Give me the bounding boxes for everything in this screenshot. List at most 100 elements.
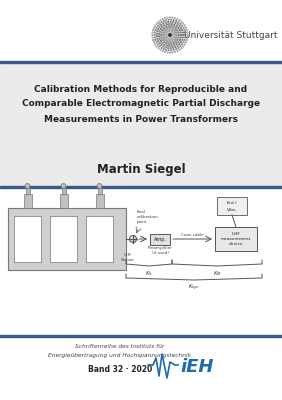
Circle shape: [171, 38, 173, 40]
Circle shape: [178, 32, 179, 33]
Text: $K_{sys}$: $K_{sys}$: [188, 283, 200, 293]
Circle shape: [163, 37, 164, 38]
Circle shape: [180, 37, 181, 38]
Text: $E_{cal}$ /
Vlbs.: $E_{cal}$ / Vlbs.: [226, 200, 238, 212]
Circle shape: [177, 30, 178, 31]
Circle shape: [175, 28, 176, 29]
Circle shape: [177, 39, 178, 40]
Bar: [0, 335, 282, 337]
Bar: [25, 188, 30, 194]
Circle shape: [175, 32, 177, 33]
Text: $K_M$: $K_M$: [213, 269, 221, 278]
Circle shape: [162, 26, 163, 28]
Circle shape: [172, 28, 173, 30]
Circle shape: [167, 40, 168, 42]
Text: Coax cable: Coax cable: [181, 233, 204, 237]
Text: Measurements in Power Transformers: Measurements in Power Transformers: [44, 114, 238, 124]
Circle shape: [171, 34, 173, 36]
Text: final
calibration
point: final calibration point: [137, 210, 159, 224]
Circle shape: [25, 184, 30, 188]
Circle shape: [159, 38, 160, 39]
Circle shape: [165, 33, 166, 34]
Circle shape: [159, 26, 160, 27]
Circle shape: [177, 45, 178, 46]
Circle shape: [163, 23, 164, 24]
Circle shape: [180, 34, 181, 36]
Circle shape: [180, 32, 181, 33]
Bar: [23, 194, 32, 208]
Circle shape: [180, 46, 181, 47]
Circle shape: [162, 42, 163, 44]
Circle shape: [169, 28, 171, 29]
Circle shape: [166, 26, 167, 28]
Bar: [50, 216, 77, 262]
Bar: [98, 188, 102, 194]
Circle shape: [158, 41, 159, 42]
Circle shape: [129, 236, 136, 242]
Bar: [215, 227, 257, 251]
Bar: [86, 216, 113, 262]
Circle shape: [166, 24, 167, 25]
Circle shape: [165, 39, 166, 40]
Circle shape: [166, 42, 167, 44]
Text: Amp.: Amp.: [154, 236, 166, 242]
Circle shape: [171, 24, 172, 25]
Circle shape: [167, 28, 168, 30]
Circle shape: [159, 23, 160, 24]
Text: Preamplifier
(if used): Preamplifier (if used): [147, 246, 172, 255]
Bar: [0, 186, 282, 188]
Bar: [14, 216, 41, 262]
Circle shape: [176, 34, 177, 36]
Circle shape: [165, 22, 166, 23]
Circle shape: [171, 26, 172, 27]
Circle shape: [166, 45, 167, 46]
Circle shape: [170, 32, 171, 34]
Text: $K_S$: $K_S$: [145, 269, 153, 278]
Circle shape: [172, 40, 173, 42]
Text: Calibration Methods for Reproducible and: Calibration Methods for Reproducible and: [34, 84, 248, 94]
Circle shape: [176, 26, 177, 27]
Circle shape: [171, 30, 173, 32]
Circle shape: [157, 38, 158, 39]
Circle shape: [159, 46, 160, 47]
Text: UHF
measurement
device: UHF measurement device: [221, 232, 251, 246]
Circle shape: [178, 37, 179, 38]
Circle shape: [174, 45, 175, 46]
Circle shape: [164, 28, 165, 29]
Circle shape: [169, 30, 170, 31]
Circle shape: [174, 34, 175, 36]
Circle shape: [161, 34, 162, 36]
Circle shape: [175, 41, 176, 42]
Circle shape: [158, 33, 160, 34]
Circle shape: [178, 34, 179, 36]
Circle shape: [169, 41, 171, 42]
Text: Schriftenreihe des Instituts für: Schriftenreihe des Instituts für: [75, 344, 165, 348]
Circle shape: [169, 34, 171, 36]
Circle shape: [169, 39, 170, 40]
Circle shape: [158, 36, 160, 37]
Circle shape: [164, 25, 165, 26]
Circle shape: [164, 44, 165, 45]
Circle shape: [177, 24, 178, 25]
Circle shape: [175, 37, 177, 38]
Text: UHF
Sensor: UHF Sensor: [121, 253, 135, 262]
Circle shape: [163, 32, 164, 33]
Circle shape: [174, 39, 175, 40]
Circle shape: [174, 24, 175, 25]
Bar: [0, 63, 282, 185]
Circle shape: [168, 43, 169, 44]
Circle shape: [158, 28, 159, 29]
Circle shape: [185, 32, 186, 33]
Bar: [8, 208, 126, 270]
Text: Universität Stuttgart: Universität Stuttgart: [184, 30, 277, 40]
Circle shape: [173, 37, 175, 38]
Circle shape: [159, 43, 160, 44]
Circle shape: [168, 50, 169, 51]
Text: Martin Siegel: Martin Siegel: [97, 162, 185, 176]
Circle shape: [164, 41, 165, 42]
Bar: [0, 60, 282, 63]
Circle shape: [168, 26, 169, 27]
Circle shape: [166, 31, 168, 32]
Bar: [60, 194, 67, 208]
Bar: [96, 194, 103, 208]
